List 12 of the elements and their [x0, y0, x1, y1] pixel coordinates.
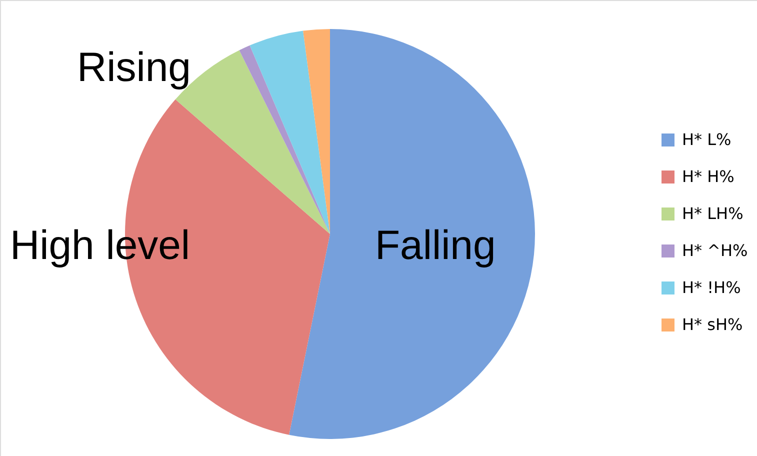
- pie-slice: [250, 30, 330, 234]
- legend-label: H* LH%: [682, 204, 744, 223]
- legend-label: H* H%: [682, 167, 734, 186]
- legend-label: H* !H%: [682, 278, 741, 297]
- legend-label: H* ^H%: [682, 241, 748, 260]
- text: Rising: [77, 44, 191, 90]
- legend-label: H* L%: [682, 130, 732, 149]
- legend-label: H* sH%: [682, 315, 743, 334]
- pie-slice: [239, 45, 330, 234]
- pie-slice: [303, 29, 330, 234]
- pie-slice: [289, 29, 535, 439]
- text: Falling: [375, 222, 496, 268]
